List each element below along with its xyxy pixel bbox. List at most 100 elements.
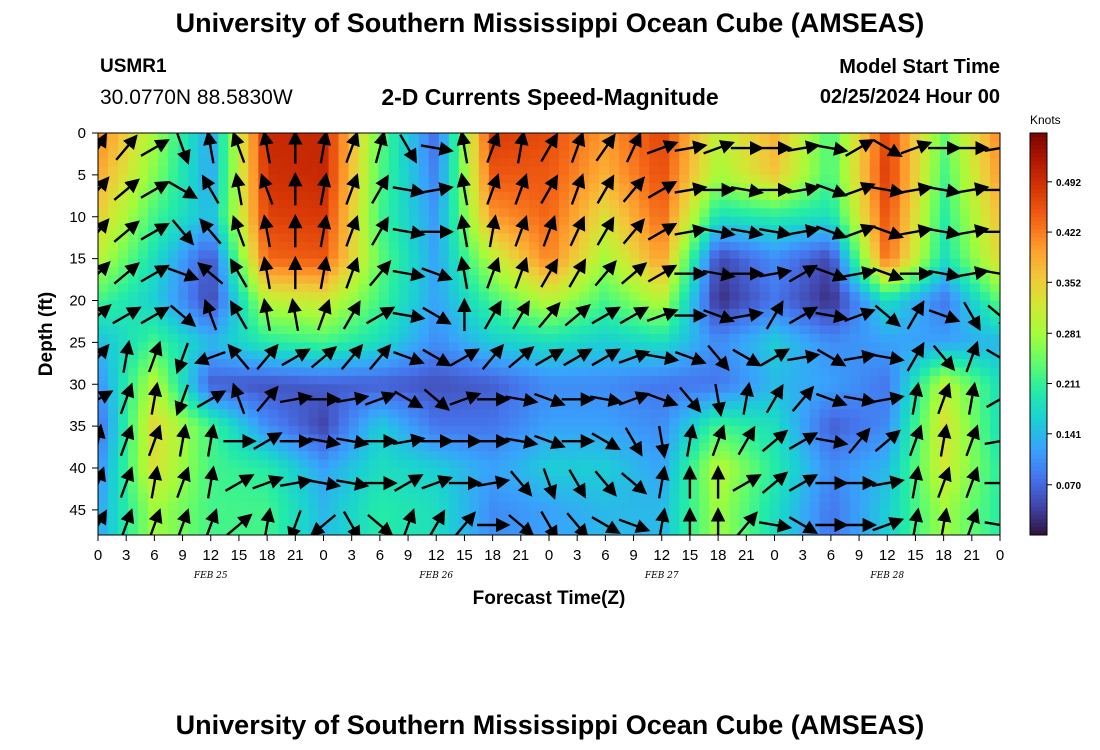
heatmap-cell (158, 158, 169, 168)
heatmap-cell (979, 233, 991, 243)
current-vector (937, 507, 952, 535)
heatmap-cell (478, 334, 490, 343)
heatmap-cell (929, 149, 941, 159)
heatmap-cell (538, 501, 550, 511)
heatmap-cell (659, 409, 670, 419)
heatmap-cell (358, 317, 370, 327)
heatmap-cell (498, 191, 510, 201)
colorbar-segment (1030, 358, 1047, 363)
heatmap-cell (218, 434, 229, 444)
heatmap-cell (589, 342, 600, 352)
heatmap-cell (268, 359, 279, 369)
heatmap-cell (348, 317, 360, 327)
heatmap-cell (418, 334, 430, 343)
heatmap-cell (899, 434, 911, 444)
heatmap-cell (859, 200, 871, 209)
heatmap-cell (779, 174, 791, 184)
heatmap-cell (809, 442, 821, 452)
heatmap-cell (508, 216, 520, 226)
heatmap-cell (248, 191, 259, 201)
heatmap-cell (919, 334, 931, 343)
heatmap-cell (168, 250, 179, 260)
heatmap-cell (408, 426, 420, 436)
heatmap-cell (879, 342, 891, 352)
x-tick-label: 6 (376, 547, 384, 564)
heatmap-cell (699, 216, 710, 226)
heatmap-cell (298, 241, 310, 251)
heatmap-cell (769, 359, 781, 369)
heatmap-cell (158, 350, 169, 360)
x-tick-label: 3 (799, 547, 807, 564)
heatmap-cell (969, 484, 981, 494)
heatmap-cell (789, 468, 801, 477)
heatmap-cell (889, 308, 901, 318)
heatmap-cell (679, 501, 690, 511)
heatmap-cell (248, 149, 259, 159)
heatmap-cell (869, 174, 881, 184)
current-vector (646, 140, 679, 155)
heatmap-cell (609, 149, 620, 159)
heatmap-cell (378, 484, 390, 494)
heatmap-cell (288, 509, 300, 519)
heatmap-cell (639, 292, 650, 302)
heatmap-cell (589, 216, 600, 226)
heatmap-cell (959, 468, 971, 477)
heatmap-cell (769, 459, 781, 469)
heatmap-cell (458, 200, 470, 209)
heatmap-cell (929, 350, 941, 360)
heatmap-cell (689, 334, 700, 343)
heatmap-cell (889, 292, 901, 302)
heatmap-cell (829, 509, 841, 519)
heatmap-cell (378, 283, 390, 293)
heatmap-cell (629, 409, 640, 419)
heatmap-cell (979, 342, 991, 352)
heatmap-cell (949, 501, 961, 511)
heatmap-cell (619, 292, 630, 302)
heatmap-cell (168, 149, 179, 159)
heatmap-cell (448, 166, 460, 176)
heatmap-cell (408, 250, 420, 260)
heatmap-cell (338, 191, 350, 201)
heatmap-cell (348, 509, 360, 519)
heatmap-cell (919, 350, 931, 360)
heatmap-cell (689, 241, 700, 251)
heatmap-cell (468, 526, 480, 535)
heatmap-cell (368, 141, 380, 151)
heatmap-cell (749, 442, 761, 452)
heatmap-cell (749, 484, 761, 494)
heatmap-cell (398, 501, 410, 511)
heatmap-cell (368, 267, 380, 276)
heatmap-cell (989, 367, 1000, 377)
x-tick-label: 6 (827, 547, 835, 564)
current-vector (345, 215, 360, 247)
current-vector (229, 258, 248, 288)
heatmap-cell (368, 401, 380, 410)
heatmap-cell (929, 250, 941, 260)
heatmap-cell (158, 342, 169, 352)
heatmap-cell (559, 233, 570, 243)
colorbar-segment (1030, 261, 1047, 267)
heatmap-cell (839, 250, 851, 260)
heatmap-cell (579, 183, 590, 193)
heatmap-cell (579, 468, 590, 477)
heatmap-cell (148, 367, 159, 377)
heatmap-cell (428, 166, 440, 176)
heatmap-cell (258, 317, 269, 327)
x-tick-label: 18 (259, 547, 276, 564)
heatmap-cell (689, 233, 700, 243)
heatmap-cell (589, 250, 600, 260)
heatmap-cell (699, 459, 710, 469)
heatmap-cell (478, 518, 490, 528)
heatmap-cell (268, 258, 279, 268)
heatmap-cell (538, 334, 550, 343)
heatmap-cell (799, 350, 811, 360)
heatmap-cell (769, 334, 781, 343)
heatmap-cell (559, 501, 570, 511)
heatmap-cell (619, 300, 630, 310)
heatmap-cell (549, 158, 560, 168)
heatmap-cell (749, 459, 761, 469)
heatmap-cell (388, 191, 400, 201)
heatmap-cell (208, 292, 219, 302)
heatmap-cell (709, 409, 720, 419)
current-vector (874, 304, 901, 328)
